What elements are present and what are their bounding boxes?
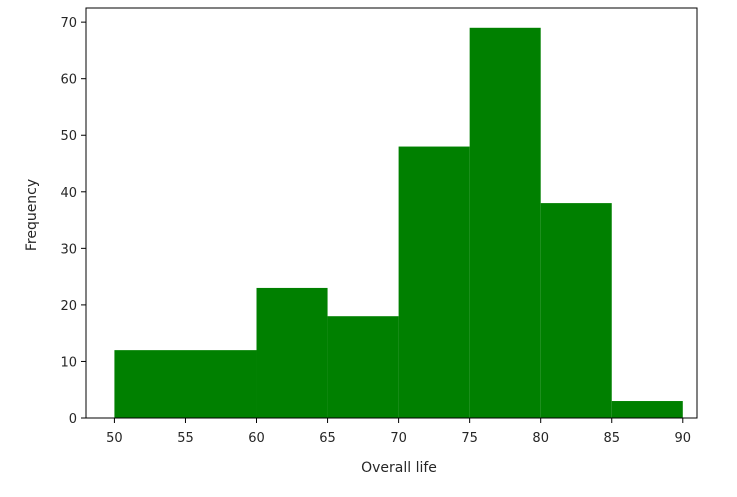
x-tick-label: 70 (390, 431, 407, 446)
histogram-bar-6 (540, 203, 612, 418)
y-tick-label: 0 (69, 412, 77, 427)
y-tick-label: 10 (60, 355, 77, 370)
y-tick-label: 70 (60, 16, 77, 31)
x-axis-label: Overall life (361, 460, 437, 476)
plot-frame (85, 7, 698, 419)
x-axis-ticks: 50 55 60 65 70 75 80 85 90 (106, 418, 691, 446)
y-tick-label: 40 (60, 186, 77, 201)
y-axis-ticks: 0 10 20 30 40 50 60 70 (60, 16, 86, 427)
x-tick-label: 50 (106, 431, 123, 446)
histogram-bar-4 (398, 146, 470, 418)
y-tick-label: 30 (60, 242, 77, 257)
histogram-bar-5 (469, 27, 541, 419)
x-tick-label: 80 (532, 431, 549, 446)
x-tick-label: 75 (461, 431, 478, 446)
x-tick-label: 55 (177, 431, 194, 446)
y-axis-label: Frequency (24, 179, 40, 251)
y-tick-label: 50 (60, 129, 77, 144)
histogram-bar-3 (327, 316, 399, 418)
histogram-bars (114, 27, 683, 419)
y-tick-label: 60 (60, 73, 77, 88)
x-tick-label: 90 (675, 431, 692, 446)
x-tick-label: 65 (319, 431, 336, 446)
histogram-bar-1 (114, 350, 257, 418)
histogram-bar-7 (611, 401, 683, 418)
histogram-bar-2 (256, 287, 328, 418)
y-tick-label: 20 (60, 299, 77, 314)
x-tick-label: 85 (603, 431, 620, 446)
x-tick-label: 60 (248, 431, 265, 446)
